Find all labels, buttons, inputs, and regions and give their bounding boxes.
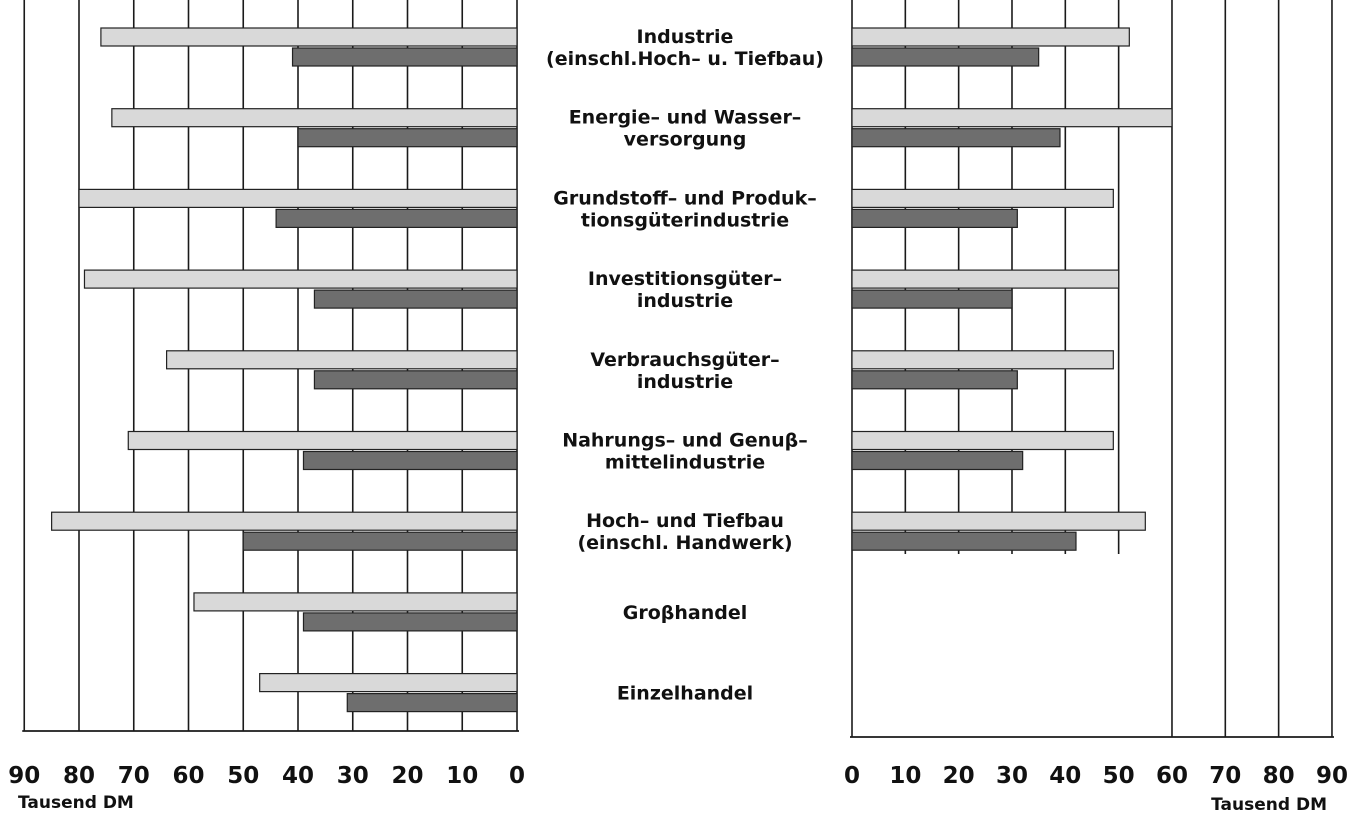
x-tick-label: 60 [172,763,204,789]
x-tick-label: 20 [943,763,975,789]
bar-dark [242,531,518,551]
bar-dark [851,47,1040,67]
bar-light [851,188,1114,208]
category-label: Investitionsgüter– industrie [588,268,782,312]
x-tick-label: 40 [282,763,314,789]
bar-light [851,269,1120,289]
x-axis-label: Tausend DM [1211,795,1327,814]
bar-light [851,27,1130,47]
bar-light [111,108,518,128]
bar-dark [302,612,518,632]
bar-dark [346,692,518,713]
category-label: Hoch– und Tiefbau (einschl. Handwerk) [577,510,792,554]
bar-dark [851,531,1077,551]
x-tick-label: 80 [63,763,95,789]
left-chart: 0 10 20 30 40 50 60 70 80 90 Tausend DM [8,0,525,813]
x-tick-label: 10 [889,763,921,789]
category-label: Groβhandel [623,602,748,624]
bar-dark [297,128,518,148]
x-tick-label: 70 [118,763,150,789]
bar-light [193,592,518,612]
x-tick-label: 90 [1316,763,1348,789]
category-label: Grundstoff– und Produk– tionsgüterindustr… [553,187,816,231]
bar-dark [302,450,518,471]
x-tick-label: 10 [446,763,478,789]
category-label: Verbrauchsgüter– industrie [590,349,779,393]
x-tick-label: 0 [844,763,860,789]
category-label: Industrie (einschl.Hoch– u. Tiefbau) [546,26,824,70]
x-tick-label: 30 [996,763,1028,789]
x-tick-label: 60 [1156,763,1188,789]
category-label: Energie– und Wasser– versorgung [569,107,802,151]
bar-dark [275,208,518,228]
bar-light [51,511,518,531]
x-axis-label: Tausend DM [18,793,134,813]
category-label: Nahrungs– und Genuβ– mittelindustrie [562,430,808,474]
bar-dark [851,208,1018,228]
bar-light [100,27,518,47]
category-labels: Industrie (einschl.Hoch– u. Tiefbau) Energ… [546,26,824,705]
bar-light [259,672,518,693]
bar-light [851,430,1114,451]
bar-dark [313,370,518,390]
bar-light [78,188,518,208]
bar-light [851,511,1146,531]
x-tick-label: 50 [1103,763,1135,789]
x-tick-label: 30 [337,763,369,789]
bar-dark [851,289,1013,309]
bar-dark [851,450,1024,471]
bar-dark [851,370,1018,390]
x-tick-label: 80 [1263,763,1295,789]
right-chart: 0 10 20 30 40 50 60 70 80 90 Tausend DM [844,0,1348,814]
bar-light [83,269,518,289]
bar-dark [851,128,1061,148]
x-tick-label: 40 [1049,763,1081,789]
x-tick-label: 50 [227,763,259,789]
category-label: Einzelhandel [617,683,753,705]
x-tick-label: 20 [391,763,423,789]
bar-light [851,350,1114,370]
x-tick-label: 0 [509,763,525,789]
x-tick-label: 90 [8,763,40,789]
bar-light [851,108,1173,128]
bar-dark [313,289,518,309]
bar-light [127,430,518,451]
x-tick-label: 70 [1209,763,1241,789]
bar-dark [291,47,518,67]
bar-light [166,350,518,370]
